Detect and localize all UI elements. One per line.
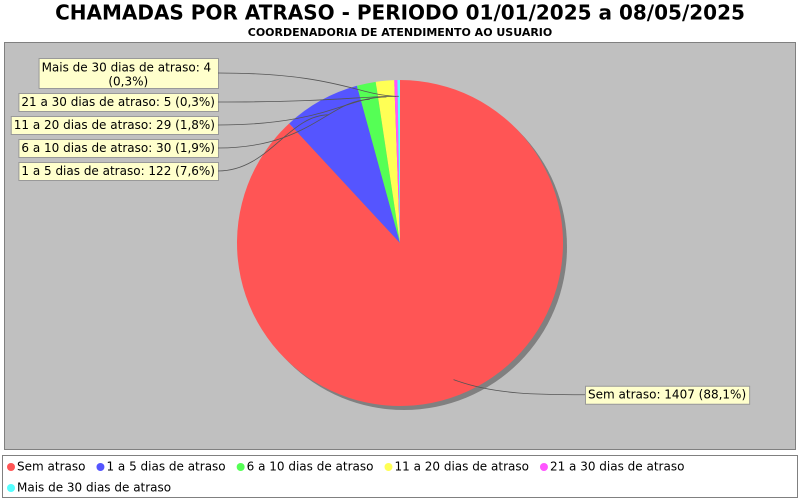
leader-line — [217, 72, 399, 97]
pie-slice — [394, 80, 400, 243]
leader-line — [217, 114, 329, 172]
legend-marker — [384, 463, 393, 471]
pie-slice — [397, 80, 400, 243]
chart-title: CHAMADAS POR ATRASO - PERIODO 01/01/2025… — [55, 1, 745, 25]
legend-marker — [96, 463, 105, 471]
legend-marker — [236, 463, 245, 471]
pie-slice — [375, 80, 400, 243]
leader-line — [217, 95, 397, 103]
leader-line — [453, 379, 586, 396]
legend-marker — [539, 463, 548, 471]
leader-line — [217, 99, 370, 149]
legend-label: Mais de 30 dias de atraso — [17, 481, 171, 495]
legend-label: 21 a 30 dias de atraso — [550, 460, 684, 474]
slice-label: 1 a 5 dias de atraso: 122 (7,6%) — [21, 164, 215, 178]
leader-line — [217, 96, 387, 126]
label-line: (0,3%) — [108, 74, 148, 88]
slice-label-box — [10, 116, 219, 135]
legend-box — [2, 455, 798, 498]
legend-label: Sem atraso — [17, 460, 85, 474]
slice-label-box — [585, 385, 751, 405]
slice-label-group: Sem atraso: 1407 (88,1%) — [585, 385, 751, 405]
slice-label-group: 6 a 10 dias de atraso: 30 (1,9%) — [18, 139, 219, 158]
slice-label-group: 11 a 20 dias de atraso: 29 (1,8%) — [10, 116, 219, 135]
slice-label-box — [38, 58, 219, 89]
pie-slice — [289, 85, 400, 243]
slice-label-box — [18, 139, 219, 158]
slice-label-box — [18, 93, 219, 112]
legend-label: 1 a 5 dias de atraso — [106, 460, 225, 474]
legend-label: 11 a 20 dias de atraso — [394, 460, 528, 474]
slice-label: 6 a 10 dias de atraso: 30 (1,9%) — [21, 141, 215, 155]
slice-label: Mais de 30 dias de atraso: 4 (0,3%) — [42, 60, 215, 88]
slice-label: 21 a 30 dias de atraso: 5 (0,3%) — [21, 95, 215, 109]
slice-label: Sem atraso: 1407 (88,1%) — [588, 388, 746, 402]
slice-label-group: 21 a 30 dias de atraso: 5 (0,3%) — [18, 93, 219, 112]
pie-slice — [236, 80, 563, 407]
legend-marker — [7, 484, 15, 492]
slice-label-group: Mais de 30 dias de atraso: 4 (0,3%) — [38, 58, 219, 89]
pie-slice — [356, 81, 400, 243]
label-line: Mais de 30 dias de atraso: 4 — [42, 60, 215, 74]
slice-label: 11 a 20 dias de atraso: 29 (1,8%) — [14, 118, 215, 132]
chart-subtitle: COORDENADORIA DE ATENDIMENTO AO USUARIO — [248, 26, 553, 39]
legend-marker — [7, 463, 15, 471]
legend-label: 6 a 10 dias de atraso — [247, 460, 374, 474]
slice-label-group: 1 a 5 dias de atraso: 122 (7,6%) — [18, 162, 219, 181]
slice-label-box — [18, 162, 219, 181]
